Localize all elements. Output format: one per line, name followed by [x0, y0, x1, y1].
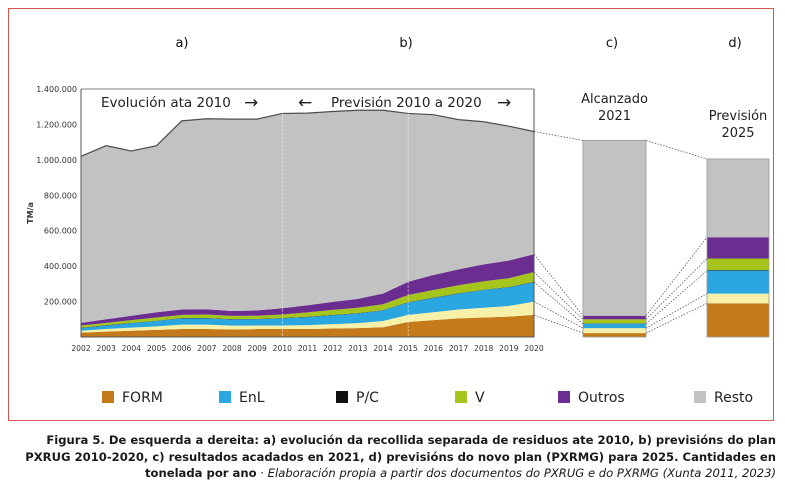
connector-a-c — [533, 254, 584, 316]
connector-a-c — [533, 131, 584, 141]
x-tick-label: 2020 — [524, 344, 543, 353]
legend: FORM EnL P/C V Outros Resto — [102, 390, 753, 406]
area-v-1 — [81, 301, 534, 333]
y-axis-label: TM/a — [26, 202, 35, 224]
area-enl-2 — [81, 282, 534, 331]
legend-label: Outros — [578, 390, 625, 406]
bar-d-segment — [707, 258, 769, 271]
area-layers — [80, 109, 535, 337]
y-tick-label: 400.000 — [44, 262, 77, 271]
area-form-0 — [81, 314, 534, 337]
x-tick-label: 2007 — [197, 344, 216, 353]
bar-d-segment — [707, 303, 769, 337]
summary-bars — [582, 139, 770, 338]
axes: 1.400.000 1.200.000 1.000.000 800.000 600.00… — [26, 85, 544, 353]
bar-d-segment — [707, 158, 769, 238]
bar-c-label: Alcanzado — [581, 92, 648, 107]
x-tick-label: 2009 — [248, 344, 267, 353]
caption-text: Figura 5. De esquerda a dereita: a) evol… — [25, 433, 776, 480]
bar-c-label: 2021 — [598, 109, 631, 124]
area-resto-6 — [81, 110, 534, 323]
x-tick-label: 2019 — [499, 344, 518, 353]
y-tick-label: 1.000.000 — [36, 156, 77, 165]
figure-frame: 1.400.000 1.200.000 1.000.000 800.000 600.00… — [8, 8, 774, 421]
chart-text: Evolución ata 2010 → ← Previsión 2010 a 202… — [101, 36, 767, 141]
caption-separator: · — [256, 466, 268, 480]
bar-d-segment — [707, 237, 769, 259]
legend-swatch — [694, 391, 706, 403]
legend-swatch — [558, 391, 570, 403]
annotation-prevision: Previsión 2010 a 2020 — [331, 95, 482, 111]
legend-swatch — [219, 391, 231, 403]
area-v-4 — [81, 271, 534, 328]
caption-source: Elaboración propia a partir dos document… — [267, 466, 776, 480]
x-tick-label: 2014 — [373, 344, 392, 353]
x-tick-label: 2017 — [449, 344, 468, 353]
y-tick-label: 1.200.000 — [36, 120, 77, 129]
arrow-left-icon: ← — [298, 93, 312, 113]
figure-caption: Figura 5. De esquerda a dereita: a) evol… — [14, 432, 776, 482]
legend-swatch — [455, 391, 467, 403]
bar-c-segment — [583, 333, 646, 337]
period-separators — [281, 113, 409, 337]
x-tick-label: 2002 — [71, 344, 90, 353]
y-tick-label: 200.000 — [44, 298, 77, 307]
legend-label: EnL — [239, 390, 265, 406]
x-tick-label: 2005 — [147, 344, 166, 353]
area-outros-5 — [81, 254, 534, 326]
legend-label: P/C — [356, 390, 379, 406]
panel-label: b) — [399, 36, 412, 51]
total-line — [80, 109, 535, 157]
x-tick-label: 2008 — [222, 344, 241, 353]
x-tick-label: 2018 — [474, 344, 493, 353]
annotation-evolucion: Evolución ata 2010 — [101, 95, 231, 111]
connector-a-c — [533, 301, 584, 329]
area-pc-3 — [81, 281, 534, 329]
legend-swatch — [102, 391, 114, 403]
x-tick-label: 2015 — [399, 344, 418, 353]
x-tick-label: 2003 — [97, 344, 116, 353]
legend-label: V — [475, 390, 485, 406]
x-tick-label: 2011 — [298, 344, 317, 353]
bar-d-label: Previsión — [709, 109, 768, 124]
connector-a-c — [533, 281, 584, 324]
bar-c-segment — [583, 323, 646, 329]
connector-c-d — [645, 293, 708, 329]
stacked-area-chart: 1.400.000 1.200.000 1.000.000 800.000 600.00… — [26, 36, 770, 406]
panel-label: c) — [606, 36, 618, 51]
panel-label: a) — [175, 36, 188, 51]
bar-c-segment — [583, 315, 646, 320]
connector-lines — [533, 131, 708, 334]
bar-d-outline — [706, 158, 770, 338]
x-tick-label: 2010 — [273, 344, 292, 353]
connector-c-d — [645, 270, 708, 324]
connector-a-c — [533, 271, 584, 320]
x-tick-label: 2006 — [172, 344, 191, 353]
x-tick-label: 2016 — [424, 344, 443, 353]
connector-c-d — [645, 237, 708, 316]
y-tick-label: 600.000 — [44, 227, 77, 236]
connector-c-d — [645, 303, 708, 334]
y-tick-label: 800.000 — [44, 191, 77, 200]
legend-label: Resto — [714, 390, 753, 406]
y-tick-label: 1.400.000 — [36, 85, 77, 94]
bar-c-segment — [583, 328, 646, 334]
arrow-right-icon: → — [244, 93, 258, 113]
bar-d-label: 2025 — [721, 126, 754, 141]
bar-d-segment — [707, 270, 769, 271]
bar-c-segment — [583, 319, 646, 324]
bar-d-segment — [707, 270, 769, 294]
x-tick-label: 2004 — [122, 344, 141, 353]
connector-c-d — [645, 140, 708, 160]
bar-c-outline — [582, 139, 647, 338]
legend-swatch — [336, 391, 348, 403]
bar-d-segment — [707, 293, 769, 304]
panel-label: d) — [728, 36, 741, 51]
legend-label: FORM — [122, 390, 163, 406]
connector-c-d — [645, 258, 708, 320]
arrow-right-icon: → — [497, 93, 511, 113]
x-tick-label: 2012 — [323, 344, 342, 353]
x-tick-label: 2013 — [348, 344, 367, 353]
bar-c-segment — [583, 140, 646, 316]
